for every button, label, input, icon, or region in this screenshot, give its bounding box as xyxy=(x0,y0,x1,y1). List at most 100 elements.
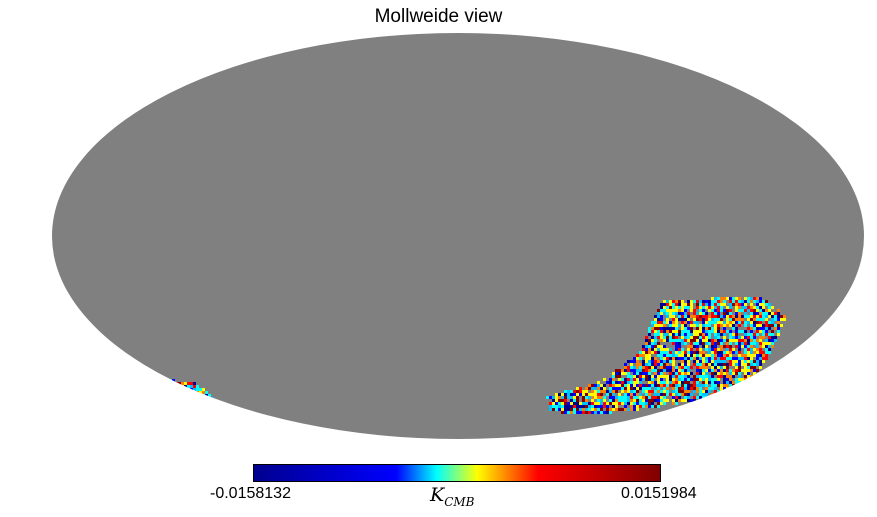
map-pixel xyxy=(738,297,741,300)
map-pixel xyxy=(615,405,618,408)
map-pixel xyxy=(717,375,720,378)
map-pixel xyxy=(684,375,687,378)
map-pixel xyxy=(705,357,708,360)
map-pixel xyxy=(609,390,612,393)
map-pixel xyxy=(681,360,684,363)
map-pixel xyxy=(729,360,732,363)
map-pixel xyxy=(645,336,648,339)
map-pixel xyxy=(768,345,771,348)
map-pixel xyxy=(690,327,693,330)
map-pixel xyxy=(675,306,678,309)
map-pixel xyxy=(714,303,717,306)
map-pixel xyxy=(669,336,672,339)
map-pixel xyxy=(735,336,738,339)
map-pixel xyxy=(678,351,681,354)
map-pixel xyxy=(603,396,606,399)
map-pixel xyxy=(621,408,624,411)
map-pixel xyxy=(750,369,753,372)
map-pixel xyxy=(211,397,214,400)
map-pixel xyxy=(702,357,705,360)
map-pixel xyxy=(654,399,657,402)
map-pixel xyxy=(729,378,732,381)
map-pixel xyxy=(567,396,570,399)
map-pixel xyxy=(576,393,579,396)
map-pixel xyxy=(690,387,693,390)
map-pixel xyxy=(726,384,729,387)
map-pixel xyxy=(711,315,714,318)
map-pixel xyxy=(750,297,753,300)
map-pixel xyxy=(645,342,648,345)
map-pixel xyxy=(756,309,759,312)
map-pixel xyxy=(708,321,711,324)
map-pixel xyxy=(738,384,741,387)
map-pixel xyxy=(771,312,774,315)
map-pixel xyxy=(570,411,573,414)
map-pixel xyxy=(561,411,564,414)
map-pixel xyxy=(657,315,660,318)
map-pixel xyxy=(663,345,666,348)
map-pixel xyxy=(747,357,750,360)
map-pixel xyxy=(729,339,732,342)
map-pixel xyxy=(750,345,753,348)
map-pixel xyxy=(705,372,708,375)
map-pixel xyxy=(696,348,699,351)
map-pixel xyxy=(687,318,690,321)
map-pixel xyxy=(612,408,615,411)
map-pixel xyxy=(759,345,762,348)
map-pixel xyxy=(744,300,747,303)
map-pixel xyxy=(702,351,705,354)
map-pixel xyxy=(687,381,690,384)
map-pixel xyxy=(555,393,558,396)
map-pixel xyxy=(642,372,645,375)
map-pixel xyxy=(732,336,735,339)
map-pixel xyxy=(705,312,708,315)
map-pixel xyxy=(693,354,696,357)
map-pixel xyxy=(660,309,663,312)
map-pixel xyxy=(684,333,687,336)
map-pixel xyxy=(576,408,579,411)
map-pixel xyxy=(618,387,621,390)
map-pixel xyxy=(636,393,639,396)
map-pixel xyxy=(738,312,741,315)
map-pixel xyxy=(759,339,762,342)
map-pixel xyxy=(774,318,777,321)
map-pixel xyxy=(678,384,681,387)
map-pixel xyxy=(744,297,747,300)
map-pixel xyxy=(558,405,561,408)
map-pixel xyxy=(678,390,681,393)
map-pixel xyxy=(675,366,678,369)
map-pixel xyxy=(672,369,675,372)
map-pixel xyxy=(735,357,738,360)
map-pixel xyxy=(657,351,660,354)
map-pixel xyxy=(741,336,744,339)
map-pixel xyxy=(765,333,768,336)
map-pixel xyxy=(711,348,714,351)
map-pixel xyxy=(585,405,588,408)
map-pixel xyxy=(591,390,594,393)
map-pixel xyxy=(714,390,717,393)
map-pixel xyxy=(675,396,678,399)
map-pixel xyxy=(759,360,762,363)
map-pixel xyxy=(669,384,672,387)
map-pixel xyxy=(663,390,666,393)
map-pixel xyxy=(672,387,675,390)
map-pixel xyxy=(750,378,753,381)
map-pixel xyxy=(585,396,588,399)
map-pixel xyxy=(675,309,678,312)
map-pixel xyxy=(726,348,729,351)
map-pixel xyxy=(642,369,645,372)
map-pixel xyxy=(687,348,690,351)
map-pixel xyxy=(636,369,639,372)
map-pixel xyxy=(690,384,693,387)
map-pixel xyxy=(717,300,720,303)
map-pixel xyxy=(729,381,732,384)
map-pixel xyxy=(720,384,723,387)
map-pixel xyxy=(720,366,723,369)
map-pixel xyxy=(627,408,630,411)
map-pixel xyxy=(720,297,723,300)
map-pixel xyxy=(666,390,669,393)
map-pixel xyxy=(657,384,660,387)
map-pixel xyxy=(669,381,672,384)
map-pixel xyxy=(645,396,648,399)
map-pixel xyxy=(753,327,756,330)
